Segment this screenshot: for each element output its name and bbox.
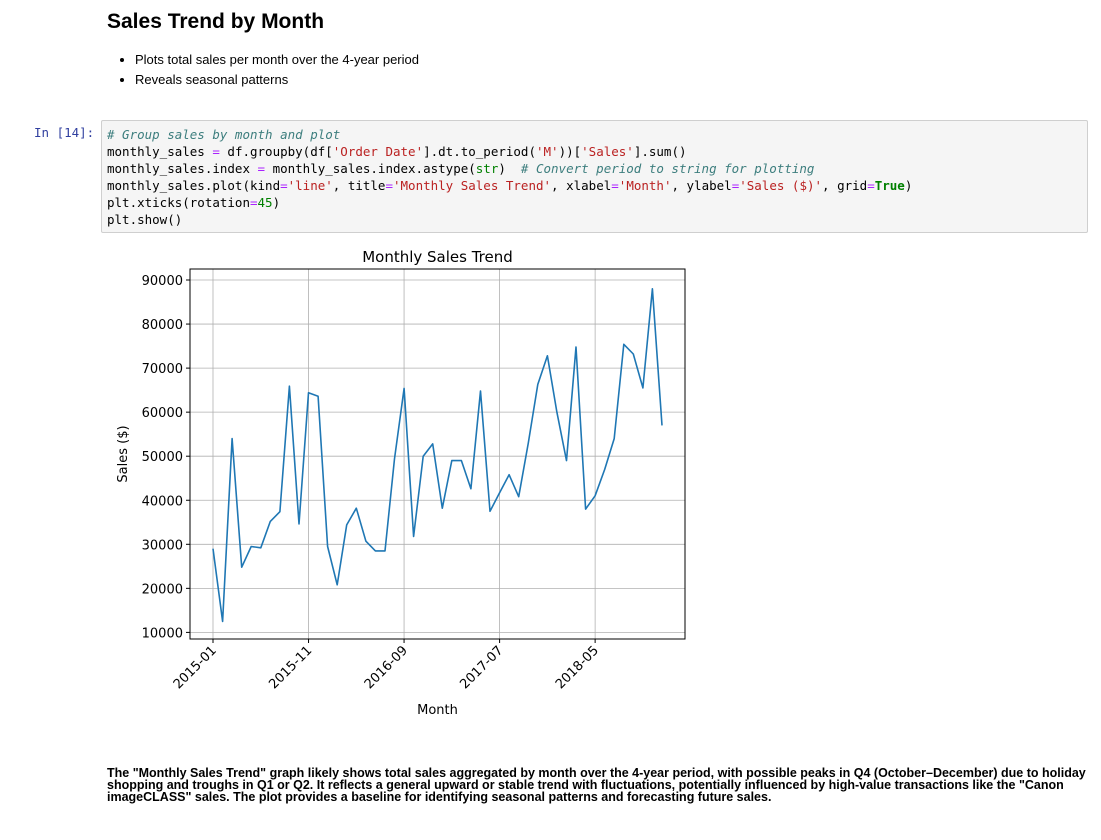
code-operator: = [611, 178, 619, 193]
code-token: , grid [822, 178, 868, 193]
code-keyword: True [874, 178, 905, 193]
y-tick-label: 80000 [142, 318, 183, 333]
line-chart: 10000 20000 30000 40000 50000 60000 70000 80000… [116, 248, 686, 718]
explanation-text: The "Monthly Sales Trend" graph likely s… [107, 766, 1086, 804]
code-token: monthly_sales.index.astype( [265, 161, 476, 176]
chart-title: Monthly Sales Trend [362, 248, 513, 266]
code-token: plt.xticks(rotation [107, 195, 250, 210]
x-tick-label: 2016-09 [362, 643, 411, 692]
code-token: ))[ [558, 144, 582, 159]
grid-layer [190, 269, 685, 639]
code-token: ) [904, 178, 913, 193]
code-token: ].sum() [633, 144, 687, 159]
line-layer [212, 287, 663, 623]
bullet-list: Plots total sales per month over the 4-y… [107, 50, 419, 90]
x-tick-label: 2015-11 [266, 643, 315, 692]
code-string: 'Monthly Sales Trend' [393, 178, 552, 193]
code-token: monthly_sales.index [107, 161, 258, 176]
code-string: 'M' [535, 144, 559, 159]
code-string: 'Order Date' [332, 144, 424, 159]
code-token: plt.show() [107, 212, 183, 227]
y-tick-label: 60000 [142, 406, 183, 421]
code-string: 'Month' [618, 178, 672, 193]
code-token: , ylabel [671, 178, 732, 193]
bullet-item: Plots total sales per month over the 4-y… [135, 50, 419, 70]
x-tick-label: 2018-05 [553, 643, 602, 692]
code-comment: # Convert period to string for plotting [520, 161, 815, 176]
code-operator: = [280, 178, 288, 193]
code-number: 45 [257, 195, 273, 210]
code-operator: = [867, 178, 875, 193]
code-operator: = [257, 161, 266, 176]
x-tick-label: 2015-01 [171, 643, 220, 692]
code-operator: = [731, 178, 740, 193]
axes-frame [189, 268, 686, 640]
code-operator: = [212, 144, 220, 159]
code-comment: # Group sales by month and plot [107, 127, 341, 142]
code-operator: = [250, 195, 258, 210]
section-heading: Sales Trend by Month [107, 10, 325, 33]
code-token: , xlabel [551, 178, 612, 193]
tick-layer: 10000 20000 30000 40000 50000 60000 70000 80000… [142, 274, 602, 692]
bullet-item: Reveals seasonal patterns [135, 70, 419, 90]
code-token: ) [272, 195, 281, 210]
code-string: 'Sales' [581, 144, 634, 159]
y-tick-label: 90000 [142, 274, 183, 289]
code-text: # Group sales by month and plot monthly_… [107, 126, 1082, 228]
code-token: , title [332, 178, 386, 193]
code-token: ].dt.to_period( [423, 144, 536, 159]
code-cell[interactable]: # Group sales by month and plot monthly_… [101, 120, 1088, 233]
code-token: df.groupby(df[ [219, 144, 333, 159]
sales-line [212, 287, 663, 623]
x-axis-label: Month [417, 703, 458, 718]
code-token: monthly_sales [107, 144, 213, 159]
code-builtin: str [475, 161, 499, 176]
code-token: ) [498, 161, 521, 176]
y-tick-label: 30000 [142, 538, 183, 553]
y-axis-label: Sales ($) [116, 425, 131, 482]
y-tick-label: 40000 [142, 494, 183, 509]
y-tick-label: 70000 [142, 362, 183, 377]
cell-prompt: In [14]: [34, 125, 95, 140]
y-tick-label: 20000 [142, 582, 183, 597]
code-string: 'Sales ($)' [739, 178, 823, 193]
y-tick-label: 50000 [142, 450, 183, 465]
x-tick-label: 2017-07 [457, 643, 506, 692]
y-tick-label: 10000 [142, 626, 183, 641]
code-operator: = [385, 178, 393, 193]
code-string: 'line' [287, 178, 333, 193]
code-token: monthly_sales.plot(kind [107, 178, 281, 193]
